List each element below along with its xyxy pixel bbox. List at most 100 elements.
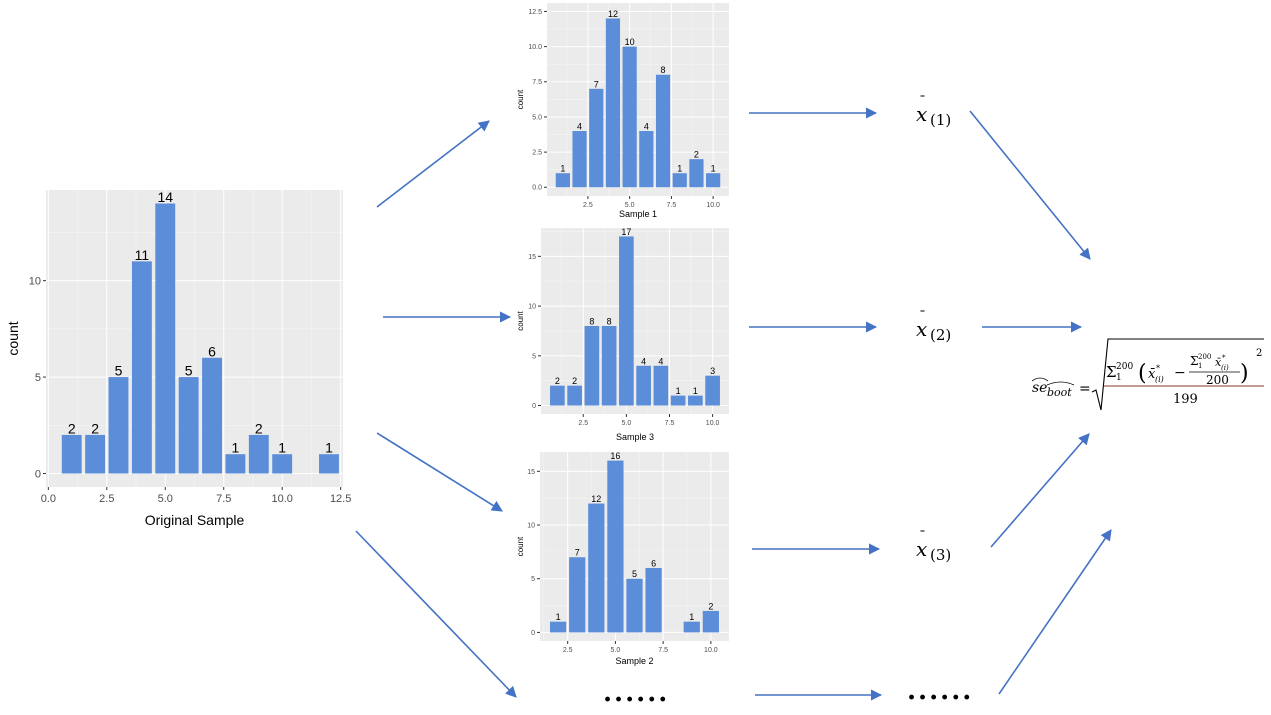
sample1-bar xyxy=(622,46,637,188)
sample1-bar-label: 1 xyxy=(677,164,682,174)
sample3-x-tick-label: 5.0 xyxy=(622,420,632,427)
sample1-bar xyxy=(655,74,671,188)
original-bar-label: 14 xyxy=(157,189,173,205)
sample2-y-axis-title: count xyxy=(516,536,525,556)
arrow-original-to-sample2 xyxy=(376,432,503,512)
formula-star: * xyxy=(1156,364,1160,373)
sample1-bar-label: 4 xyxy=(644,122,649,132)
sample1-bar-label: 10 xyxy=(625,37,635,47)
mean-3-label: x ¯ (3) xyxy=(916,529,951,564)
sample3-y-tick-label: 0 xyxy=(532,403,536,410)
sample1-y-tick-label: 2.5 xyxy=(532,150,542,157)
sample3-bar xyxy=(550,385,565,406)
sample2-bar xyxy=(588,503,605,633)
original-bar-label: 11 xyxy=(135,247,150,263)
sample2-x-axis-title: Sample 2 xyxy=(615,656,653,666)
sample2-y-tick-label: 5 xyxy=(531,576,535,583)
original-bar-label: 6 xyxy=(208,343,216,359)
sample1-y-tick-label: 10.0 xyxy=(528,44,542,51)
sample3-bar-label: 17 xyxy=(621,227,631,237)
svg-text:(i): (i) xyxy=(1221,364,1229,372)
formula-sum-inner-upper: 200 xyxy=(1198,353,1211,361)
original-bar xyxy=(61,434,82,474)
sample3-x-tick-label: 10.0 xyxy=(706,420,720,427)
arrow-original-to-more xyxy=(355,530,517,698)
sample2-bar xyxy=(607,460,624,633)
sample2-y-tick-label: 0 xyxy=(531,630,535,637)
arrow-more-means-to-formula xyxy=(998,529,1112,695)
sample1-y-tick-label: 12.5 xyxy=(528,9,542,16)
formula-sum-outer-upper: 200 xyxy=(1116,362,1133,372)
sample1-x-axis-title: Sample 1 xyxy=(619,209,657,219)
original-bar xyxy=(108,377,129,474)
formula-sub-i: (i) xyxy=(1155,375,1164,384)
sample1-y-tick-label: 5.0 xyxy=(532,114,542,121)
sample3-bar-label: 8 xyxy=(607,316,612,326)
original-x-tick-label: 0.0 xyxy=(41,493,56,505)
sample1-bar xyxy=(605,18,621,188)
original-bar xyxy=(202,357,222,474)
svg-text:*: * xyxy=(1222,354,1226,362)
sample3-bar xyxy=(636,365,651,406)
sample1-x-tick-label: 5.0 xyxy=(625,202,635,209)
sample3-y-tick-label: 5 xyxy=(532,353,536,360)
sample3-panel xyxy=(541,228,729,414)
sample2-x-tick-label: 10.0 xyxy=(704,647,718,654)
svg-text:¯: ¯ xyxy=(919,529,926,545)
original-bar xyxy=(272,454,293,474)
sample2-x-tick-label: 5.0 xyxy=(611,647,621,654)
sample1-bar xyxy=(706,173,721,188)
sample2-x-tick-label: 2.5 xyxy=(563,647,573,654)
formula-sum-inner-lower: 1 xyxy=(1198,362,1202,370)
sample2-bar-label: 5 xyxy=(632,569,637,579)
sample2-x-tick-label: 7.5 xyxy=(658,647,668,654)
original-y-tick-label: 5 xyxy=(35,372,41,384)
original-y-tick-label: 10 xyxy=(29,275,41,287)
sample3-bar-label: 8 xyxy=(589,316,594,326)
se-boot-formula: se boot = Σ 1 200 ( x̄ * (i) − Σ 1 200 x… xyxy=(1031,338,1264,411)
sample3-x-tick-label: 7.5 xyxy=(665,420,675,427)
original-x-tick-label: 2.5 xyxy=(99,493,114,505)
formula-sum-outer: Σ xyxy=(1106,363,1117,381)
original-bar-label: 5 xyxy=(185,363,193,379)
sample1-bar xyxy=(555,173,570,188)
sample1-bar-label: 4 xyxy=(577,122,582,132)
svg-text:): ) xyxy=(1240,361,1249,386)
formula-equals: = xyxy=(1079,381,1091,397)
mean-2-subscript: (2) xyxy=(930,326,951,344)
more-samples-ellipsis: ...... xyxy=(603,678,669,708)
sample2-bar xyxy=(550,621,567,633)
formula-xbar-star: x̄ xyxy=(1148,367,1156,382)
sample2-bar xyxy=(626,578,643,633)
formula-sum-inner: Σ xyxy=(1190,354,1198,368)
sample2-bar-label: 12 xyxy=(591,494,601,504)
sample1-bar-label: 8 xyxy=(661,65,666,75)
original-x-tick-label: 5.0 xyxy=(158,493,173,505)
formula-denominator: 199 xyxy=(1173,392,1198,407)
original-bar xyxy=(155,203,176,474)
formula-lhs-sub: boot xyxy=(1047,386,1072,399)
sample3-y-axis-title: count xyxy=(516,310,525,330)
sample3-bar xyxy=(584,325,600,406)
sample2-bar xyxy=(569,557,586,633)
sample3-y-tick-label: 15 xyxy=(528,254,536,261)
sample3-bar-label: 2 xyxy=(555,376,560,386)
sample1-x-tick-label: 10.0 xyxy=(706,202,720,209)
original-x-tick-label: 10.0 xyxy=(271,493,292,505)
sample3-bar xyxy=(705,375,720,406)
formula-power: 2 xyxy=(1256,348,1262,359)
sample1-bar-label: 1 xyxy=(560,164,565,174)
original-bar xyxy=(225,454,246,474)
sample1-bar-label: 2 xyxy=(694,150,699,160)
sample2-bar-label: 1 xyxy=(689,612,694,622)
sample1-bar xyxy=(589,88,604,188)
sample3-x-tick-label: 2.5 xyxy=(578,420,588,427)
sample3-bar xyxy=(601,325,617,406)
svg-text:¯: ¯ xyxy=(919,94,926,110)
sample3-y-tick-label: 10 xyxy=(528,304,536,311)
sample1-y-tick-label: 7.5 xyxy=(532,79,542,86)
sample1-x-tick-label: 2.5 xyxy=(583,202,593,209)
sample2-bar-label: 7 xyxy=(575,548,580,558)
